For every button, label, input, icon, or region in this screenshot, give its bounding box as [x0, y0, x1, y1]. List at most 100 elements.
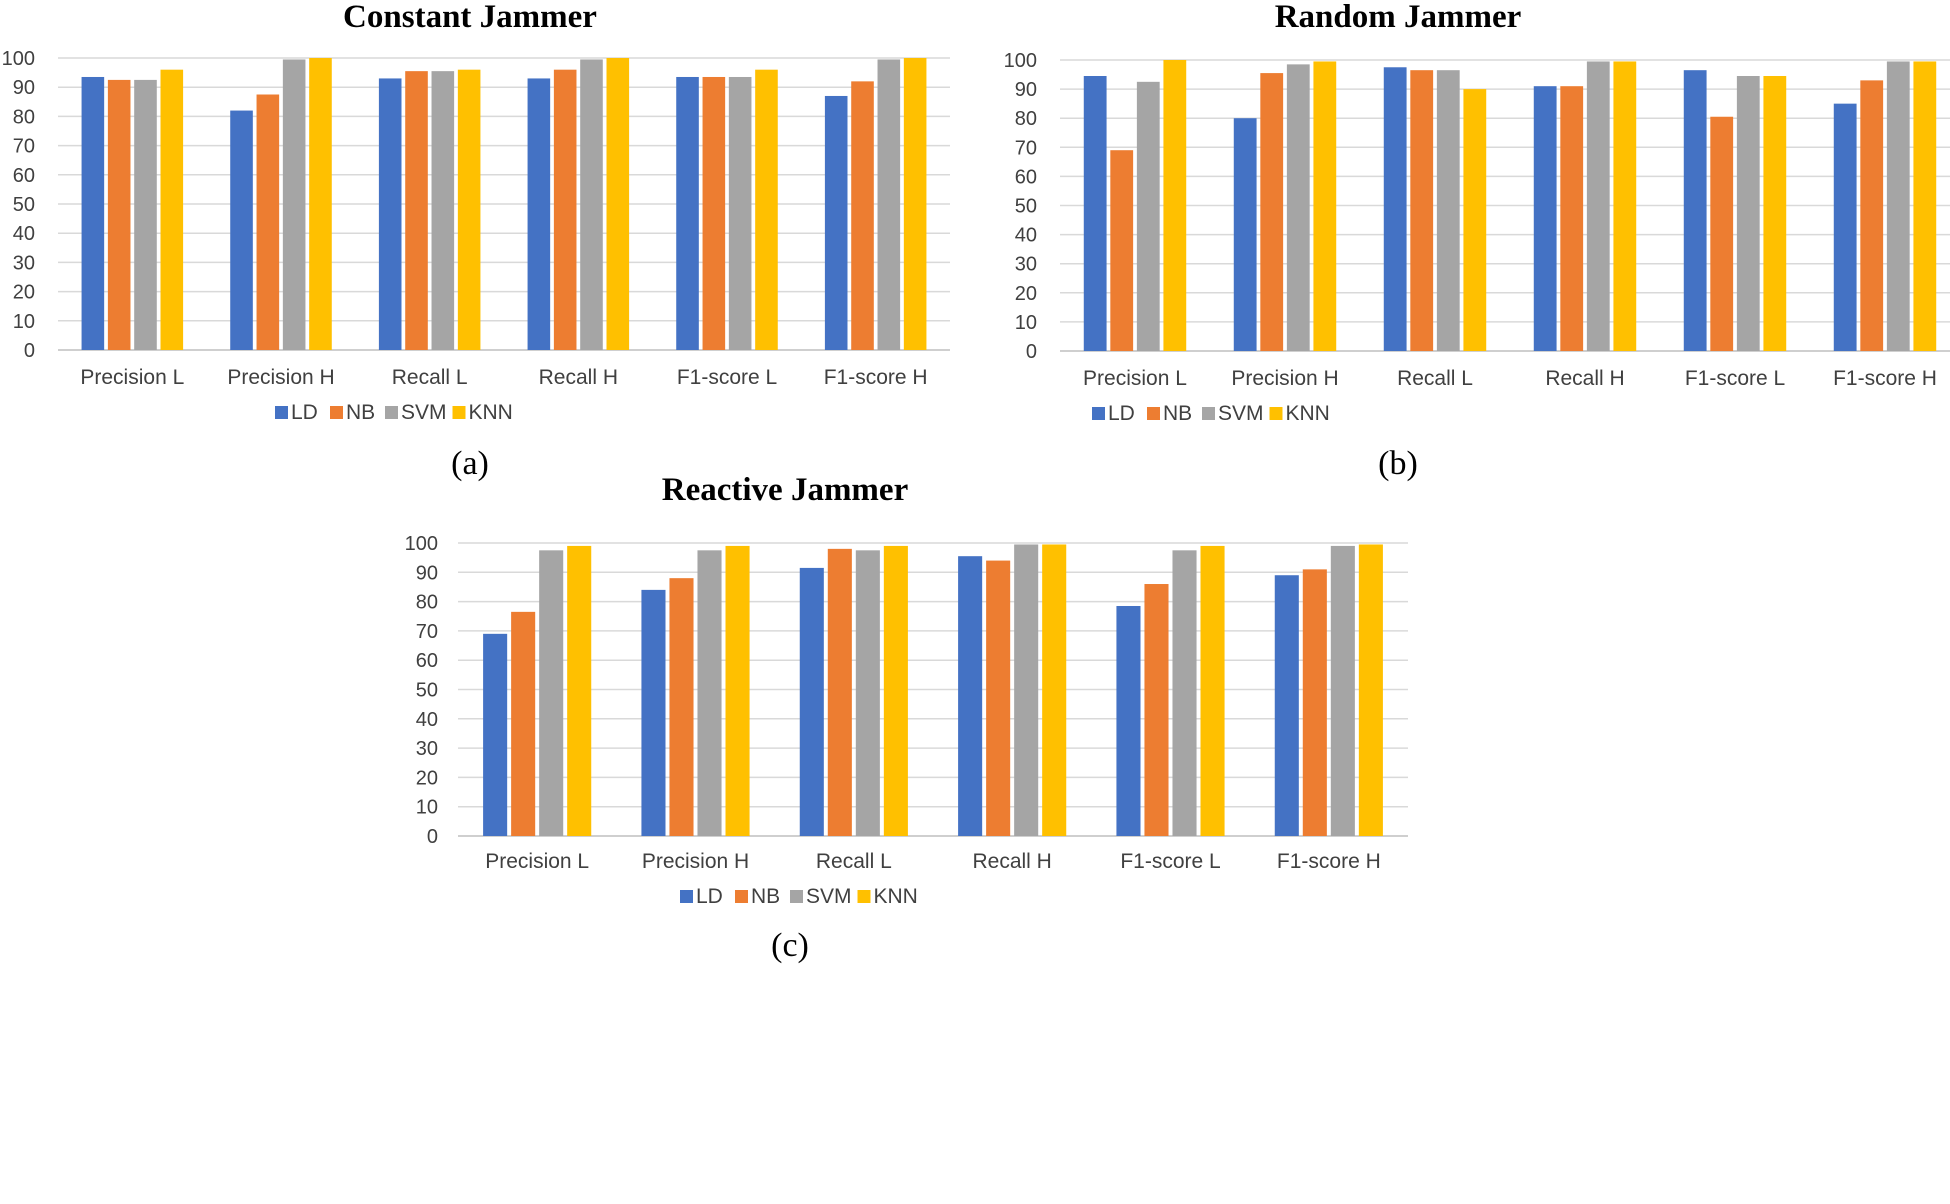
bar-nb-precision-h [669, 578, 694, 836]
x-category-label: Recall H [972, 850, 1051, 873]
bar-ld-recall-h [527, 78, 551, 350]
y-tick-label: 80 [1015, 108, 1037, 130]
legend-swatch-knn [452, 406, 466, 419]
chart-reactive-jammer: Reactive Jammer 0 10 20 30 40 50 60 70 80 90 100 Pre… [405, 472, 1408, 964]
bar-nb-f1-score-l [702, 76, 726, 350]
x-category-label: Precision H [1231, 367, 1338, 390]
bar-knn-precision-l [567, 545, 592, 836]
bar-svm-precision-h [1286, 64, 1310, 352]
bar-nb-f1-score-l [1710, 116, 1734, 352]
legend-swatch-svm [790, 890, 803, 903]
bar-svm-f1-score-l [1172, 550, 1197, 836]
bar-ld-f1-score-l [676, 76, 699, 350]
legend-label-svm: SVM [1218, 402, 1264, 425]
bar-svm-f1-score-h [877, 59, 901, 351]
x-category-label: Recall H [1545, 367, 1624, 390]
y-tick-label: 100 [2, 48, 35, 70]
bar-nb-precision-l [107, 79, 131, 351]
x-category-label: Precision H [642, 850, 749, 873]
legend-label-svm: SVM [401, 401, 447, 424]
bar-knn-recall-l [457, 69, 481, 351]
bar-svm-recall-l [1436, 70, 1460, 351]
bar-nb-precision-h [256, 94, 280, 350]
y-tick-label: 10 [1015, 312, 1037, 334]
bar-svm-recall-h [1586, 61, 1610, 352]
panel-label: (c) [771, 927, 809, 964]
legend-swatch-nb [1147, 407, 1160, 420]
bar-knn-recall-l [1463, 89, 1487, 351]
bar-ld-f1-score-h [1274, 575, 1299, 836]
bar-ld-f1-score-h [824, 95, 848, 351]
bar-knn-f1-score-l [1200, 545, 1225, 836]
x-category-label: Recall L [1397, 367, 1473, 390]
bar-ld-f1-score-l [1683, 70, 1707, 351]
y-tick-label: 30 [1015, 254, 1037, 276]
chart-constant-jammer: Constant Jammer 0 10 20 30 40 50 60 70 80 90 100 Pre… [2, 0, 950, 482]
bar-svm-recall-h [1014, 544, 1039, 836]
bar-nb-precision-l [511, 611, 536, 836]
bar-knn-recall-h [1613, 61, 1637, 352]
bar-svm-f1-score-h [1330, 545, 1355, 836]
bar-knn-recall-l [883, 545, 908, 836]
y-tick-label: 90 [416, 562, 438, 584]
bar-knn-precision-l [1163, 60, 1187, 351]
y-tick-label: 80 [416, 592, 438, 614]
bar-svm-precision-h [282, 59, 306, 351]
chart-title: Constant Jammer [343, 0, 597, 35]
y-tick-label: 100 [1004, 50, 1037, 72]
y-tick-label: 50 [13, 194, 35, 216]
y-tick-label: 30 [416, 738, 438, 760]
bar-nb-recall-h [986, 560, 1011, 836]
bar-knn-precision-h [1313, 61, 1337, 352]
x-category-label: Precision L [485, 850, 589, 873]
bar-knn-f1-score-h [903, 58, 927, 350]
legend-label-knn: KNN [469, 401, 513, 424]
bar-ld-precision-l [81, 76, 105, 350]
bar-svm-recall-l [431, 71, 455, 350]
y-tick-label: 0 [1026, 341, 1037, 363]
legend-swatch-ld [275, 406, 288, 419]
bar-knn-f1-score-h [1358, 544, 1383, 836]
bar-nb-f1-score-h [1302, 569, 1327, 836]
bar-nb-recall-l [1410, 70, 1434, 351]
y-tick-label: 10 [416, 797, 438, 819]
bar-ld-precision-h [1233, 118, 1257, 351]
bar-ld-recall-l [378, 78, 402, 350]
bar-svm-recall-l [855, 550, 880, 836]
bar-nb-f1-score-h [851, 81, 874, 351]
bar-knn-precision-l [160, 69, 184, 351]
y-tick-label: 10 [13, 311, 35, 333]
legend-label-ld: LD [1108, 402, 1135, 425]
bar-svm-recall-h [580, 59, 603, 351]
bar-ld-recall-h [1533, 86, 1557, 351]
x-category-label: F1-score H [1277, 850, 1381, 873]
y-tick-label: 70 [1015, 137, 1037, 159]
x-category-label: F1-score L [677, 366, 777, 389]
y-tick-label: 50 [1015, 196, 1037, 218]
bar-svm-f1-score-l [1736, 76, 1760, 351]
y-tick-label: 90 [1015, 79, 1037, 101]
legend-swatch-svm [1202, 407, 1215, 420]
chart-random-jammer: Random Jammer 0 10 20 30 40 50 60 70 80 90 100 Preci… [1004, 0, 1950, 482]
y-tick-label: 100 [405, 533, 438, 555]
bar-ld-precision-l [1083, 76, 1107, 351]
bar-knn-f1-score-l [1763, 76, 1787, 351]
bar-svm-precision-l [1136, 81, 1160, 351]
y-tick-label: 90 [13, 77, 35, 99]
y-tick-label: 50 [416, 680, 438, 702]
bar-svm-precision-l [539, 550, 564, 836]
legend-swatch-nb [735, 890, 748, 903]
y-tick-label: 20 [1015, 283, 1037, 305]
legend-swatch-ld [1092, 407, 1105, 420]
bar-svm-precision-l [134, 79, 157, 351]
x-category-label: Precision L [80, 366, 184, 389]
bar-nb-precision-h [1260, 73, 1284, 351]
panel-label: (b) [1378, 445, 1418, 482]
bar-svm-precision-h [697, 550, 722, 836]
x-category-label: Recall L [392, 366, 468, 389]
legend-label-nb: NB [346, 401, 375, 424]
y-tick-label: 40 [416, 709, 438, 731]
bar-ld-precision-h [230, 110, 253, 350]
legend-label-knn: KNN [1286, 402, 1330, 425]
bar-knn-recall-h [1042, 544, 1067, 836]
